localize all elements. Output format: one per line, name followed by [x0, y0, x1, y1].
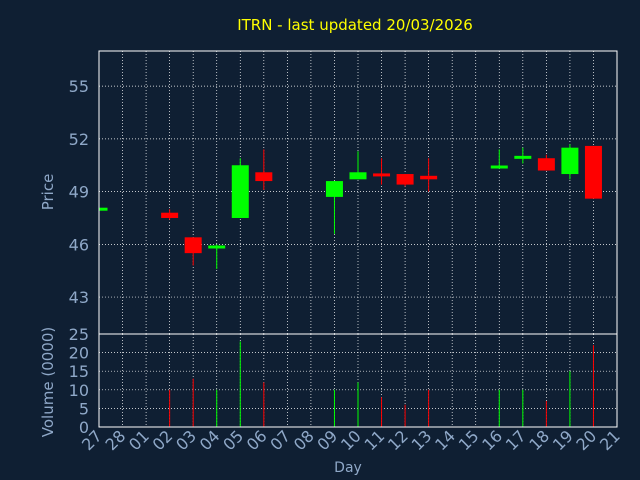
- volume-bars: [169, 341, 594, 427]
- volume-tick-label: 15: [69, 362, 89, 381]
- volume-panel-frame: [98, 333, 618, 428]
- candle-body: [420, 175, 438, 180]
- candle: [561, 144, 579, 180]
- candle-body: [184, 237, 202, 254]
- price-tick-label: 52: [69, 130, 89, 149]
- candle-body: [561, 147, 579, 175]
- candle-body: [537, 158, 555, 171]
- candle: [255, 149, 273, 190]
- candle: [420, 158, 438, 192]
- candle: [325, 181, 343, 234]
- price-tick-label: 46: [69, 235, 89, 254]
- price-grid: [99, 51, 617, 334]
- day-tick-label: 21: [596, 426, 624, 454]
- price-axis-label: Price: [39, 174, 57, 211]
- volume-axis-label: Volume (0000): [39, 327, 57, 437]
- candle: [537, 154, 555, 171]
- x-axis-label: Day: [334, 460, 362, 476]
- volume-tick-label: 0: [79, 418, 89, 437]
- price-tick-labels: 43 46 49 52 55: [69, 77, 89, 307]
- price-tick-label: 55: [69, 77, 89, 96]
- candle-body: [255, 172, 273, 182]
- candle-body: [161, 212, 179, 218]
- candle-body: [373, 173, 391, 177]
- volume-tick-label: 20: [69, 344, 89, 363]
- candle-body: [231, 165, 249, 218]
- candle-body: [584, 145, 602, 199]
- candle-body: [349, 172, 367, 180]
- candle: [396, 174, 414, 187]
- candle: [514, 147, 532, 164]
- chart-title: ITRN - last updated 20/03/2026: [237, 16, 473, 34]
- day-tick-labels: 2728010203040506070809101112131415161718…: [78, 426, 624, 454]
- candle: [231, 158, 249, 218]
- candle: [99, 207, 108, 211]
- candle-body: [208, 245, 226, 249]
- candle-body: [396, 174, 414, 185]
- candle: [184, 237, 202, 266]
- volume-tick-label: 5: [79, 399, 89, 418]
- volume-tick-label: 25: [69, 325, 89, 344]
- price-tick-label: 49: [69, 183, 89, 202]
- candlesticks: [99, 144, 602, 269]
- candle: [490, 149, 508, 169]
- price-tick-label: 43: [69, 288, 89, 307]
- candle: [161, 209, 179, 220]
- candle: [584, 145, 602, 199]
- candle-body: [514, 155, 532, 159]
- candle-body: [490, 165, 508, 169]
- candle: [349, 151, 367, 180]
- candle: [373, 158, 391, 185]
- candle-body: [325, 181, 343, 197]
- volume-tick-label: 10: [69, 381, 89, 400]
- candle: [208, 244, 226, 269]
- candle-body: [99, 207, 108, 211]
